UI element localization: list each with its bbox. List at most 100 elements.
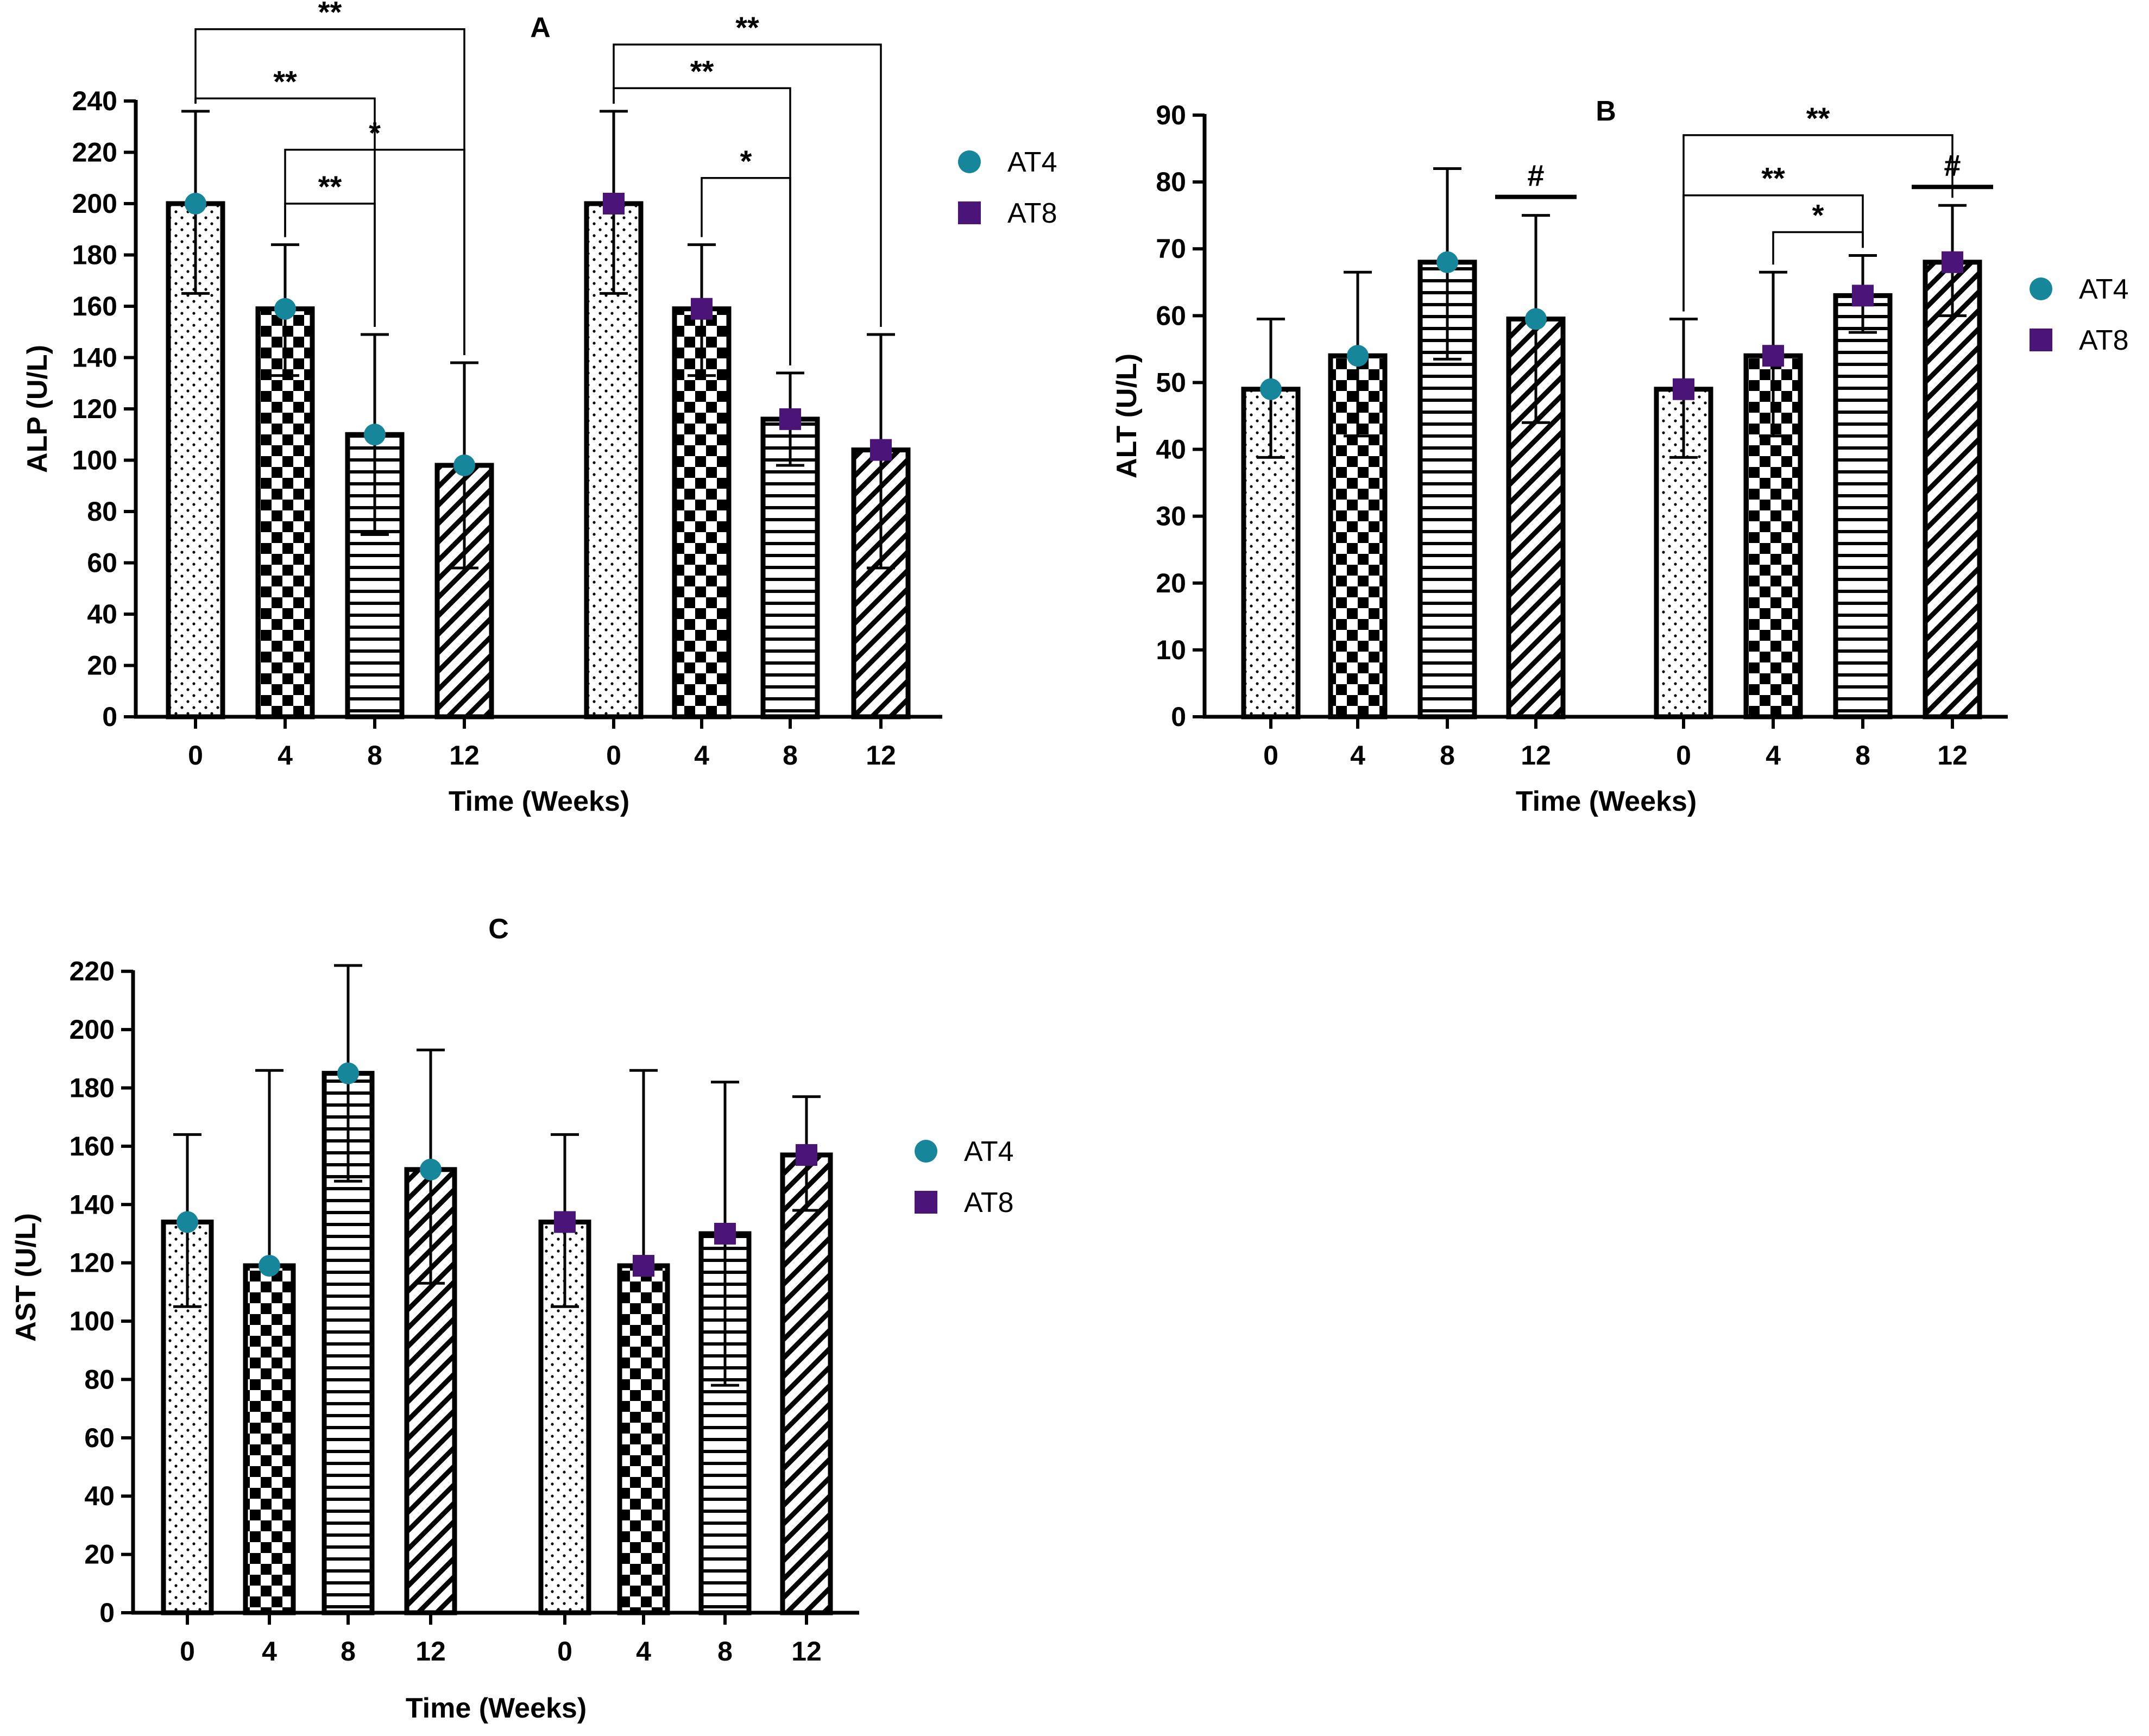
panel-c-point-at8-week-12	[796, 1144, 817, 1166]
panel-c-bar-at4-week-4	[243, 1263, 296, 1615]
panel-a-y-tick-label-240: 240	[72, 86, 117, 116]
panel-a-significance-label: **	[273, 64, 297, 98]
panel-a-bar-at8-week-8	[760, 416, 820, 719]
panel-b-y-tick-label-70: 70	[1156, 233, 1186, 264]
panel-b-y-tick-label-30: 30	[1156, 501, 1186, 532]
panel-c-y-tick-label-40: 40	[84, 1481, 115, 1511]
panel-c-y-axis-title: AST (U/L)	[10, 1213, 42, 1342]
legend-b-at4-label: AT4	[2079, 274, 2129, 305]
panel-a-significance-bracket	[284, 203, 376, 327]
panel-c-x-tick-label-at4-8: 8	[341, 1636, 356, 1666]
panel-b-point-at8-week-4	[1762, 345, 1784, 367]
panel-b-y-tick-label-0: 0	[1171, 702, 1186, 732]
panel-b-hash-marker-label: #	[1944, 148, 1961, 182]
panel-b-bar-at8-week-8	[1833, 293, 1893, 719]
panel-a-significance-label: **	[318, 169, 342, 204]
legend-b-at8-label: AT8	[2079, 325, 2129, 356]
panel-c-x-tick-label-at8-0: 0	[557, 1636, 572, 1666]
panel-c-y-tick-label-100: 100	[70, 1306, 115, 1336]
panel-a-point-at8-week-4	[691, 298, 713, 320]
panel-c-point-at4-week-12	[420, 1158, 442, 1181]
panel-b-point-at4-week-0	[1260, 378, 1282, 400]
panel-a-x-tick-label-at4-4: 4	[278, 740, 293, 771]
legend-a-at4-marker	[958, 150, 981, 173]
panel-a-y-tick-label-180: 180	[72, 240, 117, 270]
panel-b-y-tick-label-80: 80	[1156, 167, 1186, 197]
panel-b-point-at8-week-12	[1942, 251, 1963, 273]
panel-b-significance-label: **	[1761, 161, 1785, 195]
legend-c-at4-label: AT4	[964, 1136, 1014, 1167]
panel-a-y-tick-label-160: 160	[72, 291, 117, 321]
panel-a-significance-bracket	[701, 177, 791, 365]
panel-a-x-tick-label-at8-8: 8	[783, 740, 798, 771]
panel-b-chart: 0 10 20 30 40 50 60 70 80 90 0 4 8 12 0 4 8 12 Time (Weeks…	[1111, 96, 2008, 817]
panel-a-y-tick-label-100: 100	[72, 445, 117, 476]
panel-b-point-at8-week-0	[1673, 378, 1694, 400]
panel-b-point-at4-week-12	[1525, 308, 1547, 330]
legend-a-at8-label: AT8	[1007, 198, 1057, 229]
panel-b-x-tick-label-at4-12: 12	[1521, 740, 1551, 771]
panel-a-point-at4-week-8	[364, 424, 386, 446]
panel-c-x-tick-label-at4-0: 0	[180, 1636, 195, 1666]
legend-c-at8-label: AT8	[964, 1187, 1014, 1219]
panel-c-point-at8-week-8	[714, 1222, 736, 1245]
panel-a-y-tick-label-60: 60	[87, 548, 117, 578]
panel-a-y-tick-label-40: 40	[87, 599, 117, 629]
panel-b-y-tick-label-60: 60	[1156, 300, 1186, 331]
panel-c-point-at8-week-4	[633, 1255, 654, 1277]
panel-c-letter: C	[488, 913, 509, 945]
panel-b-bar-at8-week-12	[1923, 260, 1982, 719]
legend-a-at8-marker	[958, 201, 981, 224]
panel-b-point-at4-week-4	[1347, 345, 1369, 367]
panel-c-bar-at8-week-12	[780, 1152, 833, 1615]
panel-b-y-tick-label-50: 50	[1156, 367, 1186, 397]
panel-c-point-at4-week-0	[177, 1211, 198, 1233]
panel-a-significance-bracket	[613, 43, 882, 327]
panel-a-x-tick-label-at4-8: 8	[367, 740, 382, 771]
panel-c-x-tick-label-at4-4: 4	[262, 1636, 277, 1666]
panel-c-y-tick-label-60: 60	[84, 1423, 115, 1453]
panel-b-x-tick-label-at8-8: 8	[1855, 740, 1870, 771]
legend-panel-a: AT4 AT8	[958, 147, 1057, 229]
panel-a-x-tick-label-at8-12: 12	[866, 740, 896, 771]
legend-panel-c: AT4 AT8	[915, 1136, 1014, 1219]
panel-a-point-at8-week-12	[870, 439, 892, 461]
legend-b-at8-marker	[2030, 329, 2052, 351]
panel-c-y-tick-label-140: 140	[70, 1189, 115, 1220]
panel-a-y-tick-label-220: 220	[72, 137, 117, 168]
panel-b-y-tick-label-40: 40	[1156, 434, 1186, 465]
panel-a-x-tick-label-at4-0: 0	[188, 740, 203, 771]
panel-b-x-tick-label-at4-8: 8	[1440, 740, 1455, 771]
panel-a-point-at4-week-4	[274, 298, 296, 320]
panel-a-significance-label: *	[369, 116, 381, 150]
panel-c-y-tick-label-80: 80	[84, 1364, 115, 1394]
panel-b-significance-label: *	[1812, 198, 1824, 232]
panel-a-point-at8-week-8	[779, 408, 801, 430]
panel-c-y-tick-label-220: 220	[70, 956, 115, 987]
panel-a-x-axis-title: Time (Weeks)	[449, 786, 629, 817]
panel-c-x-tick-label-at8-12: 12	[791, 1636, 822, 1666]
legend-a-at4-label: AT4	[1007, 147, 1057, 178]
legend-b-at4-marker	[2030, 277, 2052, 300]
panel-b-y-tick-label-90: 90	[1156, 100, 1186, 130]
panel-b-x-tick-label-at4-0: 0	[1263, 740, 1278, 771]
panel-c-point-at8-week-0	[554, 1211, 576, 1233]
panel-a-x-tick-label-at8-4: 4	[694, 740, 709, 771]
panel-b-x-tick-label-at8-4: 4	[1766, 740, 1781, 771]
panel-a-y-tick-label-140: 140	[72, 343, 117, 373]
panel-a-y-tick-label-80: 80	[87, 496, 117, 527]
panel-b-y-axis-title: ALT (U/L)	[1111, 353, 1143, 478]
panel-b-hash-marker-label: #	[1527, 159, 1544, 193]
panel-b-y-tick-label-20: 20	[1156, 568, 1186, 598]
panel-b-point-at4-week-8	[1436, 251, 1458, 273]
panel-c-x-axis-title: Time (Weeks)	[406, 1693, 587, 1724]
panel-b-significance-bracket	[1772, 231, 1864, 265]
panel-b-x-axis-title: Time (Weeks)	[1516, 786, 1697, 817]
panel-c-x-tick-label-at4-12: 12	[415, 1636, 446, 1666]
panel-b-y-tick-label-10: 10	[1156, 635, 1186, 665]
panel-a-point-at4-week-12	[453, 454, 475, 476]
panel-c-y-tick-label-160: 160	[70, 1131, 115, 1161]
panel-a-letter: A	[530, 12, 551, 43]
